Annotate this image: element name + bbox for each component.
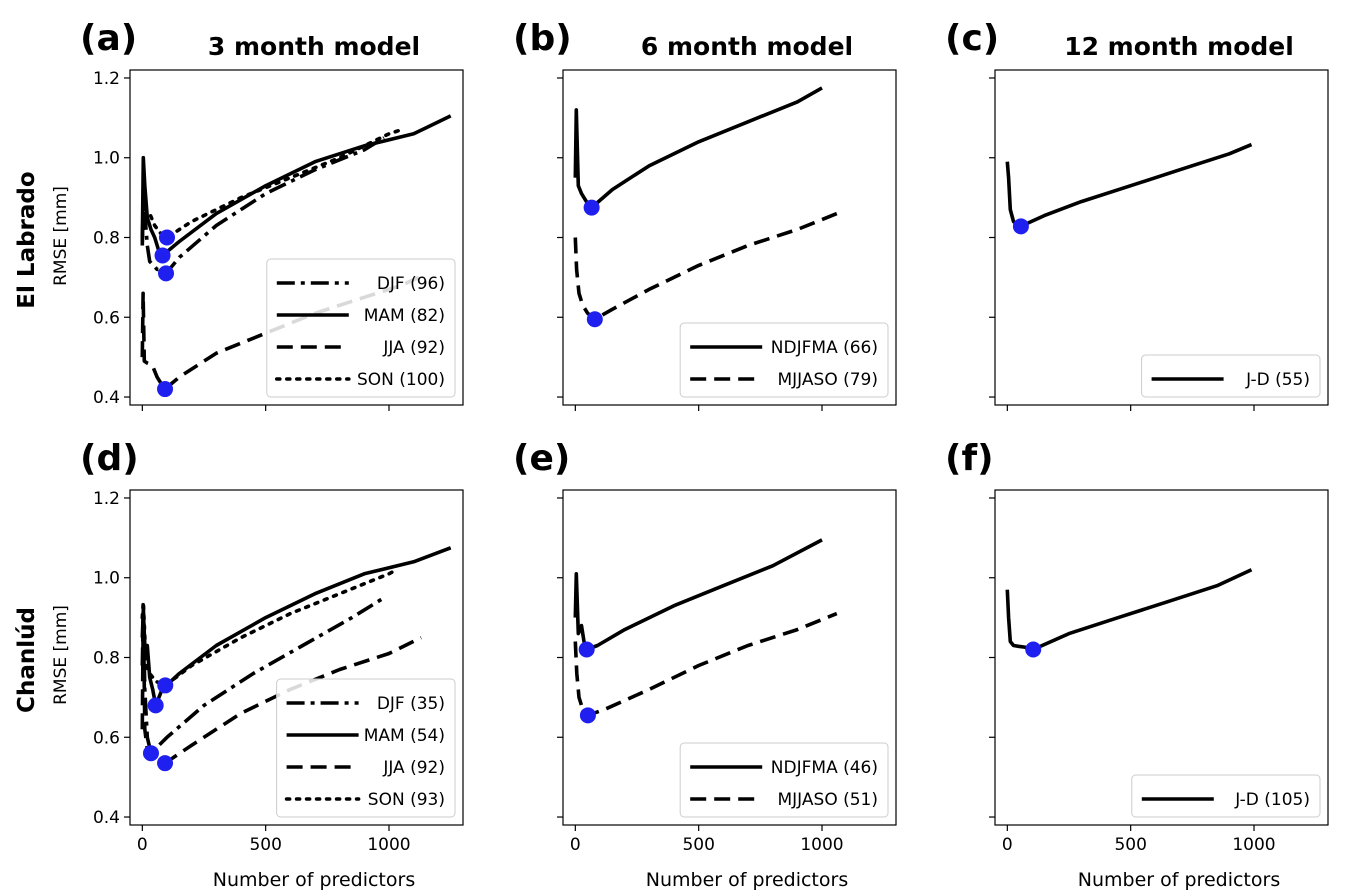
y-tick-label: 0.4	[93, 388, 120, 408]
min-marker	[142, 745, 159, 762]
legend-box	[1131, 774, 1321, 818]
series-line-dotted	[140, 568, 399, 688]
legend-entry: MAM (54)	[364, 726, 445, 746]
legend-entry: J-D (55)	[1245, 370, 1310, 390]
legend-entry: JJA (92)	[382, 758, 445, 778]
series-line-solid	[140, 114, 452, 258]
x-tick-label: 500	[682, 835, 714, 855]
min-marker	[154, 247, 171, 264]
column-title-3-month: 3 month model	[208, 32, 420, 61]
row-label-el-labrado: El Labrado	[14, 171, 40, 308]
panel-a: 0.4 0.6 0.8 1.0 1.2 DJF (96) MAM (82) JJA (92) S…	[93, 69, 464, 411]
legend-box	[679, 322, 889, 398]
legend-entry: NDJFMA (46)	[771, 758, 878, 778]
panel-e: 0 500 1000 NDJFMA (46) MJJASO (51)	[557, 489, 897, 855]
panel-letter-e: (e)	[513, 438, 570, 479]
y-tick-label: 1.2	[93, 489, 120, 509]
y-axis-label-top: RMSE [mm]	[51, 186, 71, 286]
series-line-dotted	[140, 128, 404, 240]
min-marker	[157, 677, 174, 694]
min-marker	[159, 229, 175, 246]
x-tick-label: 500	[1114, 835, 1146, 855]
legend-entry: JJA (92)	[382, 338, 445, 358]
min-marker	[1025, 641, 1042, 658]
legend-box	[266, 258, 456, 398]
x-axis-label-middle: Number of predictors	[646, 869, 848, 891]
series-line-dashed	[573, 611, 838, 718]
panel-letter-b: (b)	[513, 18, 572, 59]
legend-entry: DJF (35)	[377, 694, 445, 714]
min-marker	[158, 265, 175, 282]
x-tick-label: 0	[570, 835, 581, 855]
panel-d: 0.4 0.6 0.8 1.0 1.2 0 500 1000 DJF (35) MAM (54) J…	[93, 489, 464, 855]
panel-f: 0 500 1000 J-D (105)	[989, 489, 1329, 855]
panel-b: NDJFMA (66) MJJASO (79)	[557, 69, 897, 411]
x-tick-label: 1000	[800, 835, 843, 855]
legend-box	[1141, 354, 1321, 398]
y-tick-label: 0.4	[93, 808, 120, 828]
series-line-solid	[1005, 568, 1253, 652]
legend-box	[679, 742, 889, 818]
panel-letter-f: (f)	[945, 438, 994, 479]
y-tick-label: 0.6	[93, 728, 120, 748]
panel-letter-c: (c)	[945, 18, 999, 59]
legend: J-D (105)	[1131, 774, 1321, 818]
panel-letter-a: (a)	[80, 18, 137, 59]
panel-c: J-D (55)	[989, 69, 1329, 411]
plot-area: 0.4 0.6 0.8 1.0 1.2 DJF (96) MAM (82) JJA (92) S…	[93, 69, 1329, 855]
series-line-dashdot	[140, 136, 386, 276]
min-marker	[579, 707, 596, 724]
y-tick-label: 1.0	[93, 149, 120, 169]
y-tick-label: 0.6	[93, 308, 120, 328]
legend-entry: NDJFMA (66)	[771, 338, 878, 358]
legend-entry: MJJASO (51)	[778, 790, 879, 810]
legend: DJF (96) MAM (82) JJA (92) SON (100)	[266, 258, 456, 398]
min-marker	[157, 381, 174, 398]
x-axis-label-right: Number of predictors	[1078, 869, 1280, 891]
legend-entry: SON (93)	[368, 790, 445, 810]
y-tick-label: 1.2	[93, 69, 120, 89]
panel-letter-d: (d)	[80, 438, 139, 479]
legend: DJF (35) MAM (54) JJA (92) SON (93)	[276, 678, 456, 818]
min-marker	[157, 755, 174, 772]
legend-entry: DJF (96)	[377, 274, 445, 294]
column-title-12-month: 12 month model	[1064, 32, 1294, 61]
min-marker	[1012, 218, 1029, 235]
min-marker	[586, 311, 603, 328]
x-tick-label: 0	[137, 835, 148, 855]
legend-entry: SON (100)	[357, 370, 445, 390]
x-tick-label: 0	[1002, 835, 1013, 855]
min-marker	[147, 697, 164, 714]
x-tick-label: 500	[249, 835, 281, 855]
row-label-chanlud: Chanlúd	[14, 607, 40, 713]
y-tick-label: 0.8	[93, 649, 120, 669]
x-tick-label: 1000	[367, 835, 410, 855]
legend: NDJFMA (66) MJJASO (79)	[679, 322, 889, 398]
legend-entry: MAM (82)	[364, 306, 445, 326]
legend: J-D (55)	[1141, 354, 1321, 398]
y-axis-label-bottom: RMSE [mm]	[51, 605, 71, 705]
series-line-dashed	[573, 211, 838, 322]
legend-entry: J-D (105)	[1234, 790, 1310, 810]
series-line-solid	[573, 86, 823, 210]
legend: NDJFMA (46) MJJASO (51)	[679, 742, 889, 818]
min-marker	[583, 199, 600, 216]
column-title-6-month: 6 month model	[641, 32, 853, 61]
y-tick-label: 1.0	[93, 569, 120, 589]
x-tick-label: 1000	[1232, 835, 1275, 855]
x-axis-label-left: Number of predictors	[213, 869, 415, 891]
legend-entry: MJJASO (79)	[778, 370, 879, 390]
legend-box	[276, 678, 456, 818]
series-line-solid	[1005, 142, 1253, 229]
y-tick-label: 0.8	[93, 229, 120, 249]
min-marker	[578, 641, 595, 658]
